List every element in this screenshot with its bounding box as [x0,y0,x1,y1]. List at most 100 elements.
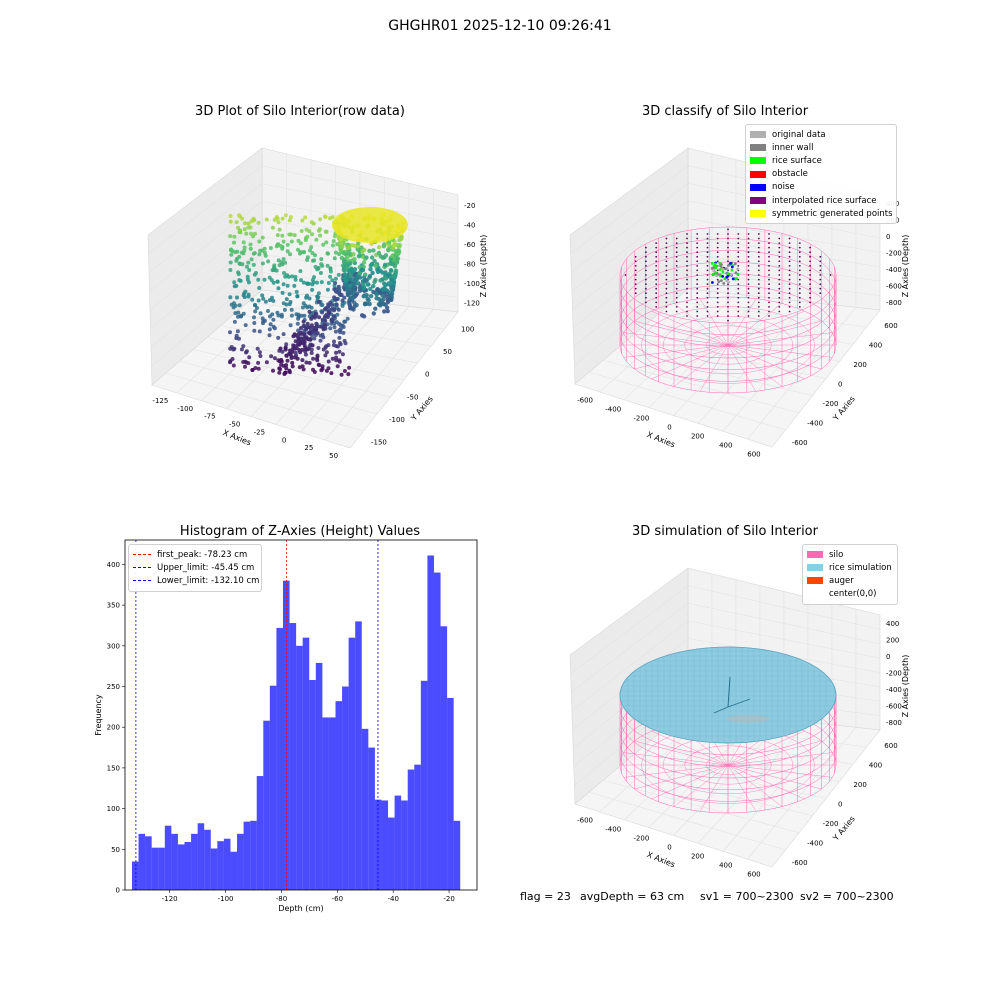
silo-floor-spoke [623,332,729,346]
interpolated-point [809,287,811,290]
histogram-bar [210,848,218,890]
interpolated-point [788,283,791,285]
interpolated-point [706,310,709,313]
interpolated-point [686,237,688,240]
wall-grid-line [687,602,881,645]
interpolated-point [706,242,709,245]
raw-data-point [326,281,331,285]
interpolated-point [696,246,699,249]
interpolated-point [819,278,822,281]
raw-data-point [228,260,233,265]
interpolated-point [675,260,678,263]
interpolated-point [737,315,740,317]
raw-data-point [311,280,316,285]
raw-data-point [239,314,243,319]
raw-data-point [250,297,255,302]
interpolated-point [686,310,688,313]
raw-data-point [234,258,239,263]
interpolated-point [768,274,770,276]
raw-data-point [360,249,365,254]
interpolated-point [706,287,709,290]
silo-floor-spoke [727,752,833,766]
interpolated-point [665,306,668,308]
raw-data-point [228,295,233,300]
raw-data-point [232,240,236,245]
y-tick-label: -600 [792,439,808,447]
interpolated-point [788,278,791,281]
raw-data-point [348,283,353,288]
raw-data-point [347,268,352,273]
raw-data-point [357,253,363,258]
raw-data-point [236,310,241,315]
histogram-bar [145,836,152,890]
y-tick-label: -200 [823,820,839,828]
interpolated-point [778,246,781,249]
raw-data-point [288,300,293,304]
raw-data-point [308,337,313,342]
raw-data-point [231,305,236,310]
interpolated-point [737,287,740,290]
raw-data-point [301,319,306,324]
interpolated-point [778,260,781,263]
sv2-text: sv2 = 700~2300 [800,890,894,903]
silo-floor-spoke [727,344,783,387]
raw-data-point [340,298,345,303]
z-tick-label: 0 [886,653,890,661]
classified-point [730,273,733,276]
raw-data-point [311,314,316,319]
histogram-bar [289,623,297,890]
wall-grid-line [571,200,689,292]
raw-data-point [376,302,382,307]
raw-data-point [274,268,279,273]
classified-point [712,266,716,270]
interpolated-point [798,283,801,285]
classified-point [730,265,734,269]
raw-data-point [258,311,263,316]
histogram-bar [263,720,270,890]
raw-data-point [248,242,253,247]
interpolated-point [819,292,822,295]
raw-data-point [382,275,388,280]
raw-data-point [385,299,391,305]
interpolated-point [757,310,760,313]
x-axis-label: X Axies [646,850,677,869]
histogram-bar [348,637,356,890]
raw-data-point [234,220,239,225]
interpolated-point [737,306,740,308]
x-tick-label: 600 [747,871,760,879]
interpolated-point [645,260,647,263]
interpolated-point [686,260,688,263]
raw-data-point [238,278,243,283]
legend-swatch [807,564,823,572]
interpolated-point [696,315,699,317]
raw-data-point [251,251,256,256]
interpolated-point [798,287,801,290]
x-tick-label: -600 [577,817,593,825]
raw-data-point [260,293,265,298]
raw-data-point [234,333,239,338]
raw-data-point [299,278,303,283]
x-tick-label: -120 [162,895,178,903]
raw-data-point [357,270,362,276]
raw-data-point [343,278,349,283]
raw-data-point [293,355,298,360]
raw-data-point [352,257,357,262]
raw-data-point [248,225,253,230]
z-tick-label: -20 [464,202,475,210]
raw-data-point [373,263,378,269]
raw-data-point [242,245,247,250]
y-tick-label: 400 [869,761,882,769]
interpolated-point [809,296,811,299]
raw-data-point [229,252,234,257]
raw-data-point [293,339,298,344]
interpolated-point [757,274,760,276]
x-tick-label: -40 [387,895,398,903]
raw-data-point [279,357,284,362]
raw-data-point [292,346,297,351]
raw-data-point [302,324,307,329]
raw-data-point [280,246,285,251]
raw-data-point [315,331,320,336]
raw-data-point [312,258,317,263]
interpolated-point [686,255,688,258]
interpolated-point [645,274,647,276]
